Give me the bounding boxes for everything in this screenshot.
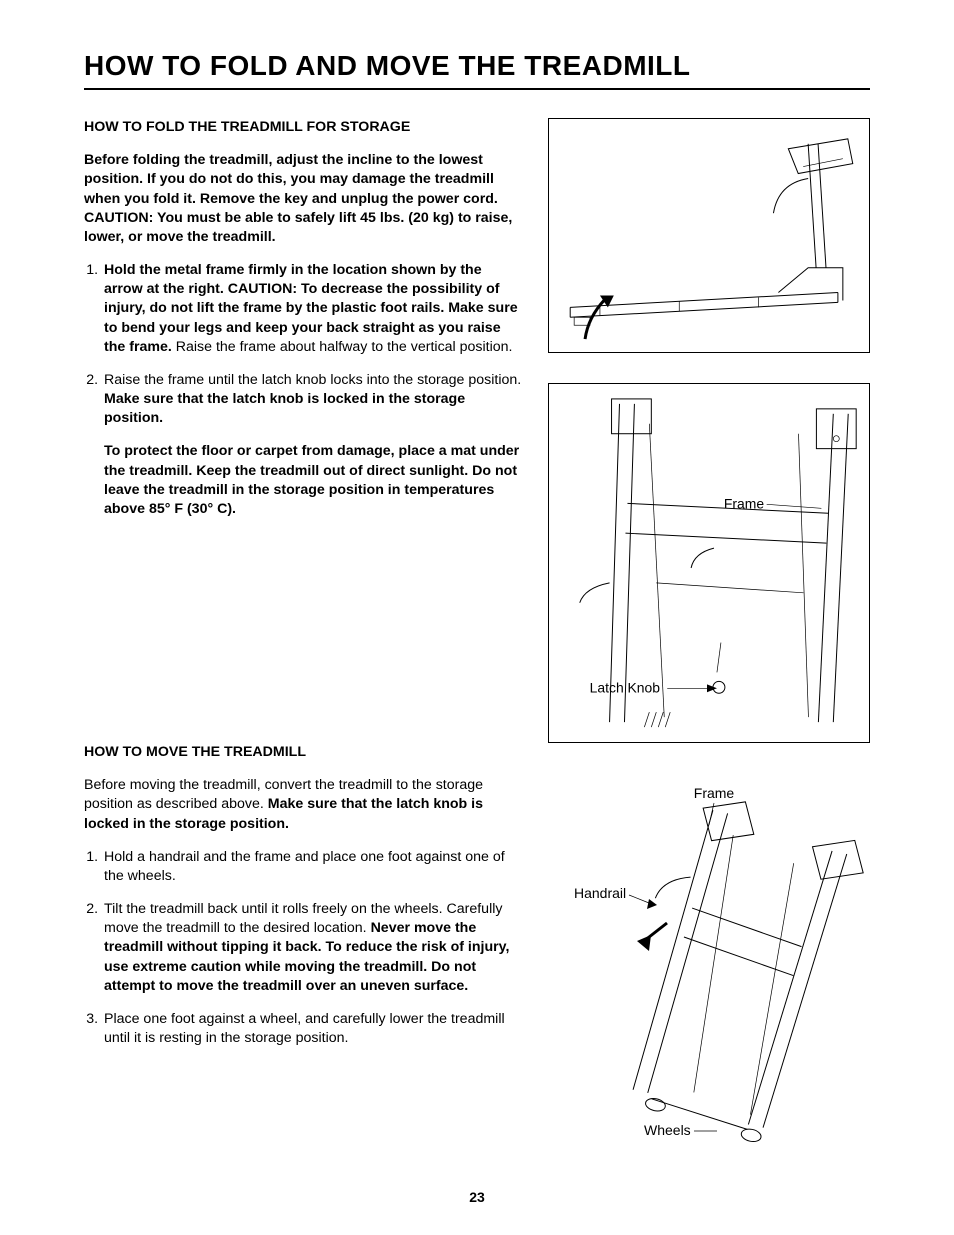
section2-step2: Tilt the treadmill back until it rolls f… [102,900,524,996]
figure-1 [548,118,870,353]
page-number: 23 [0,1189,954,1205]
section2-step3: Place one foot against a wheel, and care… [102,1010,524,1048]
section2-intro: Before moving the treadmill, convert the… [84,776,524,834]
section1-heading: HOW TO FOLD THE TREADMILL FOR STORAGE [84,118,524,137]
two-column-layout: HOW TO FOLD THE TREADMILL FOR STORAGE Be… [84,118,870,1153]
section1-step1: Hold the metal frame firmly in the locat… [102,261,524,357]
label-latch-knob: Latch Knob [590,679,661,695]
figure-2: Frame Latch Knob [548,383,870,743]
text-column: HOW TO FOLD THE TREADMILL FOR STORAGE Be… [84,118,524,1153]
figure-column: Frame Latch Knob [548,118,870,1153]
treadmill-folded-diagram: Frame Latch Knob [549,384,869,742]
manual-page: HOW TO FOLD AND MOVE THE TREADMILL HOW T… [0,0,954,1235]
column-gap [84,533,524,743]
treadmill-move-diagram: Frame Handrail Wheels [548,773,870,1153]
label-frame: Frame [724,495,764,511]
page-title: HOW TO FOLD AND MOVE THE TREADMILL [84,50,870,90]
section2-heading: HOW TO MOVE THE TREADMILL [84,743,524,762]
step2-bold: Make sure that the latch knob is locked … [104,391,465,426]
label-frame-2: Frame [694,785,735,801]
treadmill-lift-diagram [549,119,869,352]
section1-intro: Before folding the treadmill, adjust the… [84,151,524,247]
figure-3: Frame Handrail Wheels [548,773,870,1153]
step2-lead: Raise the frame until the latch knob loc… [104,372,521,388]
section2-step1: Hold a handrail and the frame and place … [102,848,524,886]
label-wheels: Wheels [644,1122,691,1138]
label-handrail: Handrail [574,885,626,901]
section2-steps: Hold a handrail and the frame and place … [84,848,524,1049]
section1-steps: Hold the metal frame firmly in the locat… [84,261,524,519]
step2-para2: To protect the floor or carpet from dama… [104,442,524,519]
step1-tail: Raise the frame about halfway to the ver… [172,339,513,355]
section1-step2: Raise the frame until the latch knob loc… [102,371,524,519]
